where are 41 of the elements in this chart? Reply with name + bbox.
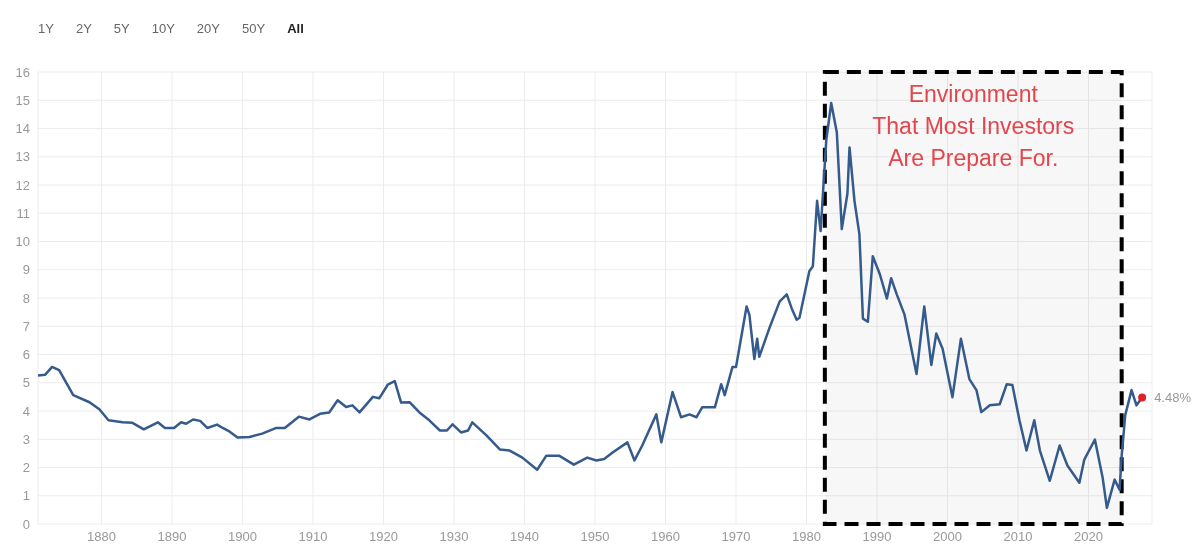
x-tick-label: 1960 <box>651 529 680 545</box>
x-tick-label: 2000 <box>933 529 962 545</box>
x-tick-label: 1990 <box>862 529 892 545</box>
x-tick-label: 1900 <box>228 529 257 545</box>
x-tick-label: 1930 <box>439 529 469 545</box>
y-tick-label: 5 <box>22 375 30 391</box>
y-tick-label: 6 <box>22 347 30 363</box>
text: 2Y <box>75 20 92 36</box>
y-tick-label: 10 <box>15 234 30 250</box>
x-tick-label: 2020 <box>1074 529 1104 545</box>
y-tick-label: 4 <box>22 403 30 419</box>
x-tick-label: 1980 <box>792 529 821 545</box>
text: 20Y <box>196 20 220 36</box>
annotation: 4.48% <box>1154 390 1192 406</box>
x-tick-label: 1880 <box>86 529 116 545</box>
text: 1Y <box>38 20 54 36</box>
x-tick-label: 1890 <box>157 529 187 545</box>
y-tick-label: 0 <box>22 516 30 532</box>
text: 50Y <box>242 20 266 36</box>
x-tick-label: 1910 <box>298 529 328 545</box>
x-tick-label: 2010 <box>1003 529 1033 545</box>
band-label: Environment That Most Investors Are Prepare For. <box>872 81 1075 171</box>
text: 10Y <box>151 20 175 36</box>
x-tick-label: 1920 <box>369 529 398 545</box>
text: All <box>287 20 304 36</box>
y-tick-label: 8 <box>22 290 30 306</box>
y-tick-label: 3 <box>22 431 30 447</box>
y-tick-label: 11 <box>16 205 30 221</box>
y-tick-label: 9 <box>22 262 30 278</box>
y-tick-label: 1 <box>22 488 30 504</box>
y-tick-label: 12 <box>15 177 30 193</box>
x-tick-label: 1970 <box>721 529 751 545</box>
y-tick-label: 2 <box>22 460 30 476</box>
text: 5Y <box>113 20 130 36</box>
x-tick-label: 1950 <box>580 529 610 545</box>
y-tick-label: 13 <box>15 149 30 165</box>
y-tick-label: 16 <box>15 64 30 80</box>
x-tick-label: 1940 <box>510 529 539 545</box>
y-tick-label: 14 <box>15 121 30 137</box>
y-tick-label: 7 <box>22 318 30 334</box>
y-tick-label: 15 <box>15 92 30 108</box>
